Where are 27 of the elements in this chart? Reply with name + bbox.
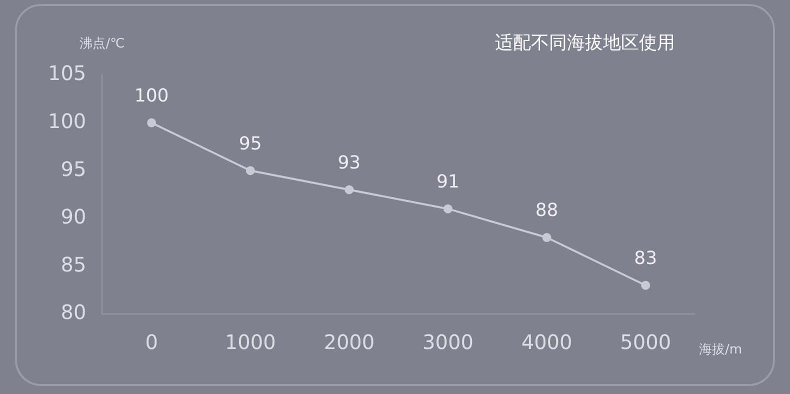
y-tick-label: 95	[60, 156, 86, 181]
x-tick-label: 3000	[422, 330, 474, 354]
data-label: 95	[238, 133, 262, 154]
data-label: 88	[535, 200, 558, 222]
point	[443, 204, 452, 214]
point	[542, 233, 552, 242]
chart-title: 适配不同海拔地区使用	[495, 32, 675, 54]
point	[246, 166, 255, 176]
y-tick-label: 105	[48, 61, 86, 86]
data-label: 83	[634, 248, 658, 269]
point	[344, 185, 354, 194]
x-axis-title: 海拔/m	[699, 342, 742, 358]
x-tick-label: 0	[145, 330, 158, 354]
data-label: 100	[134, 85, 169, 106]
x-tick-label: 5000	[620, 330, 672, 354]
y-axis-title: 沸点/℃	[80, 36, 125, 52]
x-tick-label: 1000	[224, 330, 276, 354]
point	[147, 118, 156, 128]
data-label: 91	[436, 172, 460, 193]
point	[641, 280, 650, 290]
y-tick-label: 90	[60, 204, 86, 229]
y-tick-label: 80	[60, 300, 86, 324]
y-tick-label: 100	[48, 109, 86, 134]
x-tick-label: 4000	[521, 330, 572, 354]
x-tick-label: 2000	[324, 330, 375, 354]
y-tick-label: 85	[60, 252, 86, 276]
data-label: 93	[338, 152, 361, 174]
